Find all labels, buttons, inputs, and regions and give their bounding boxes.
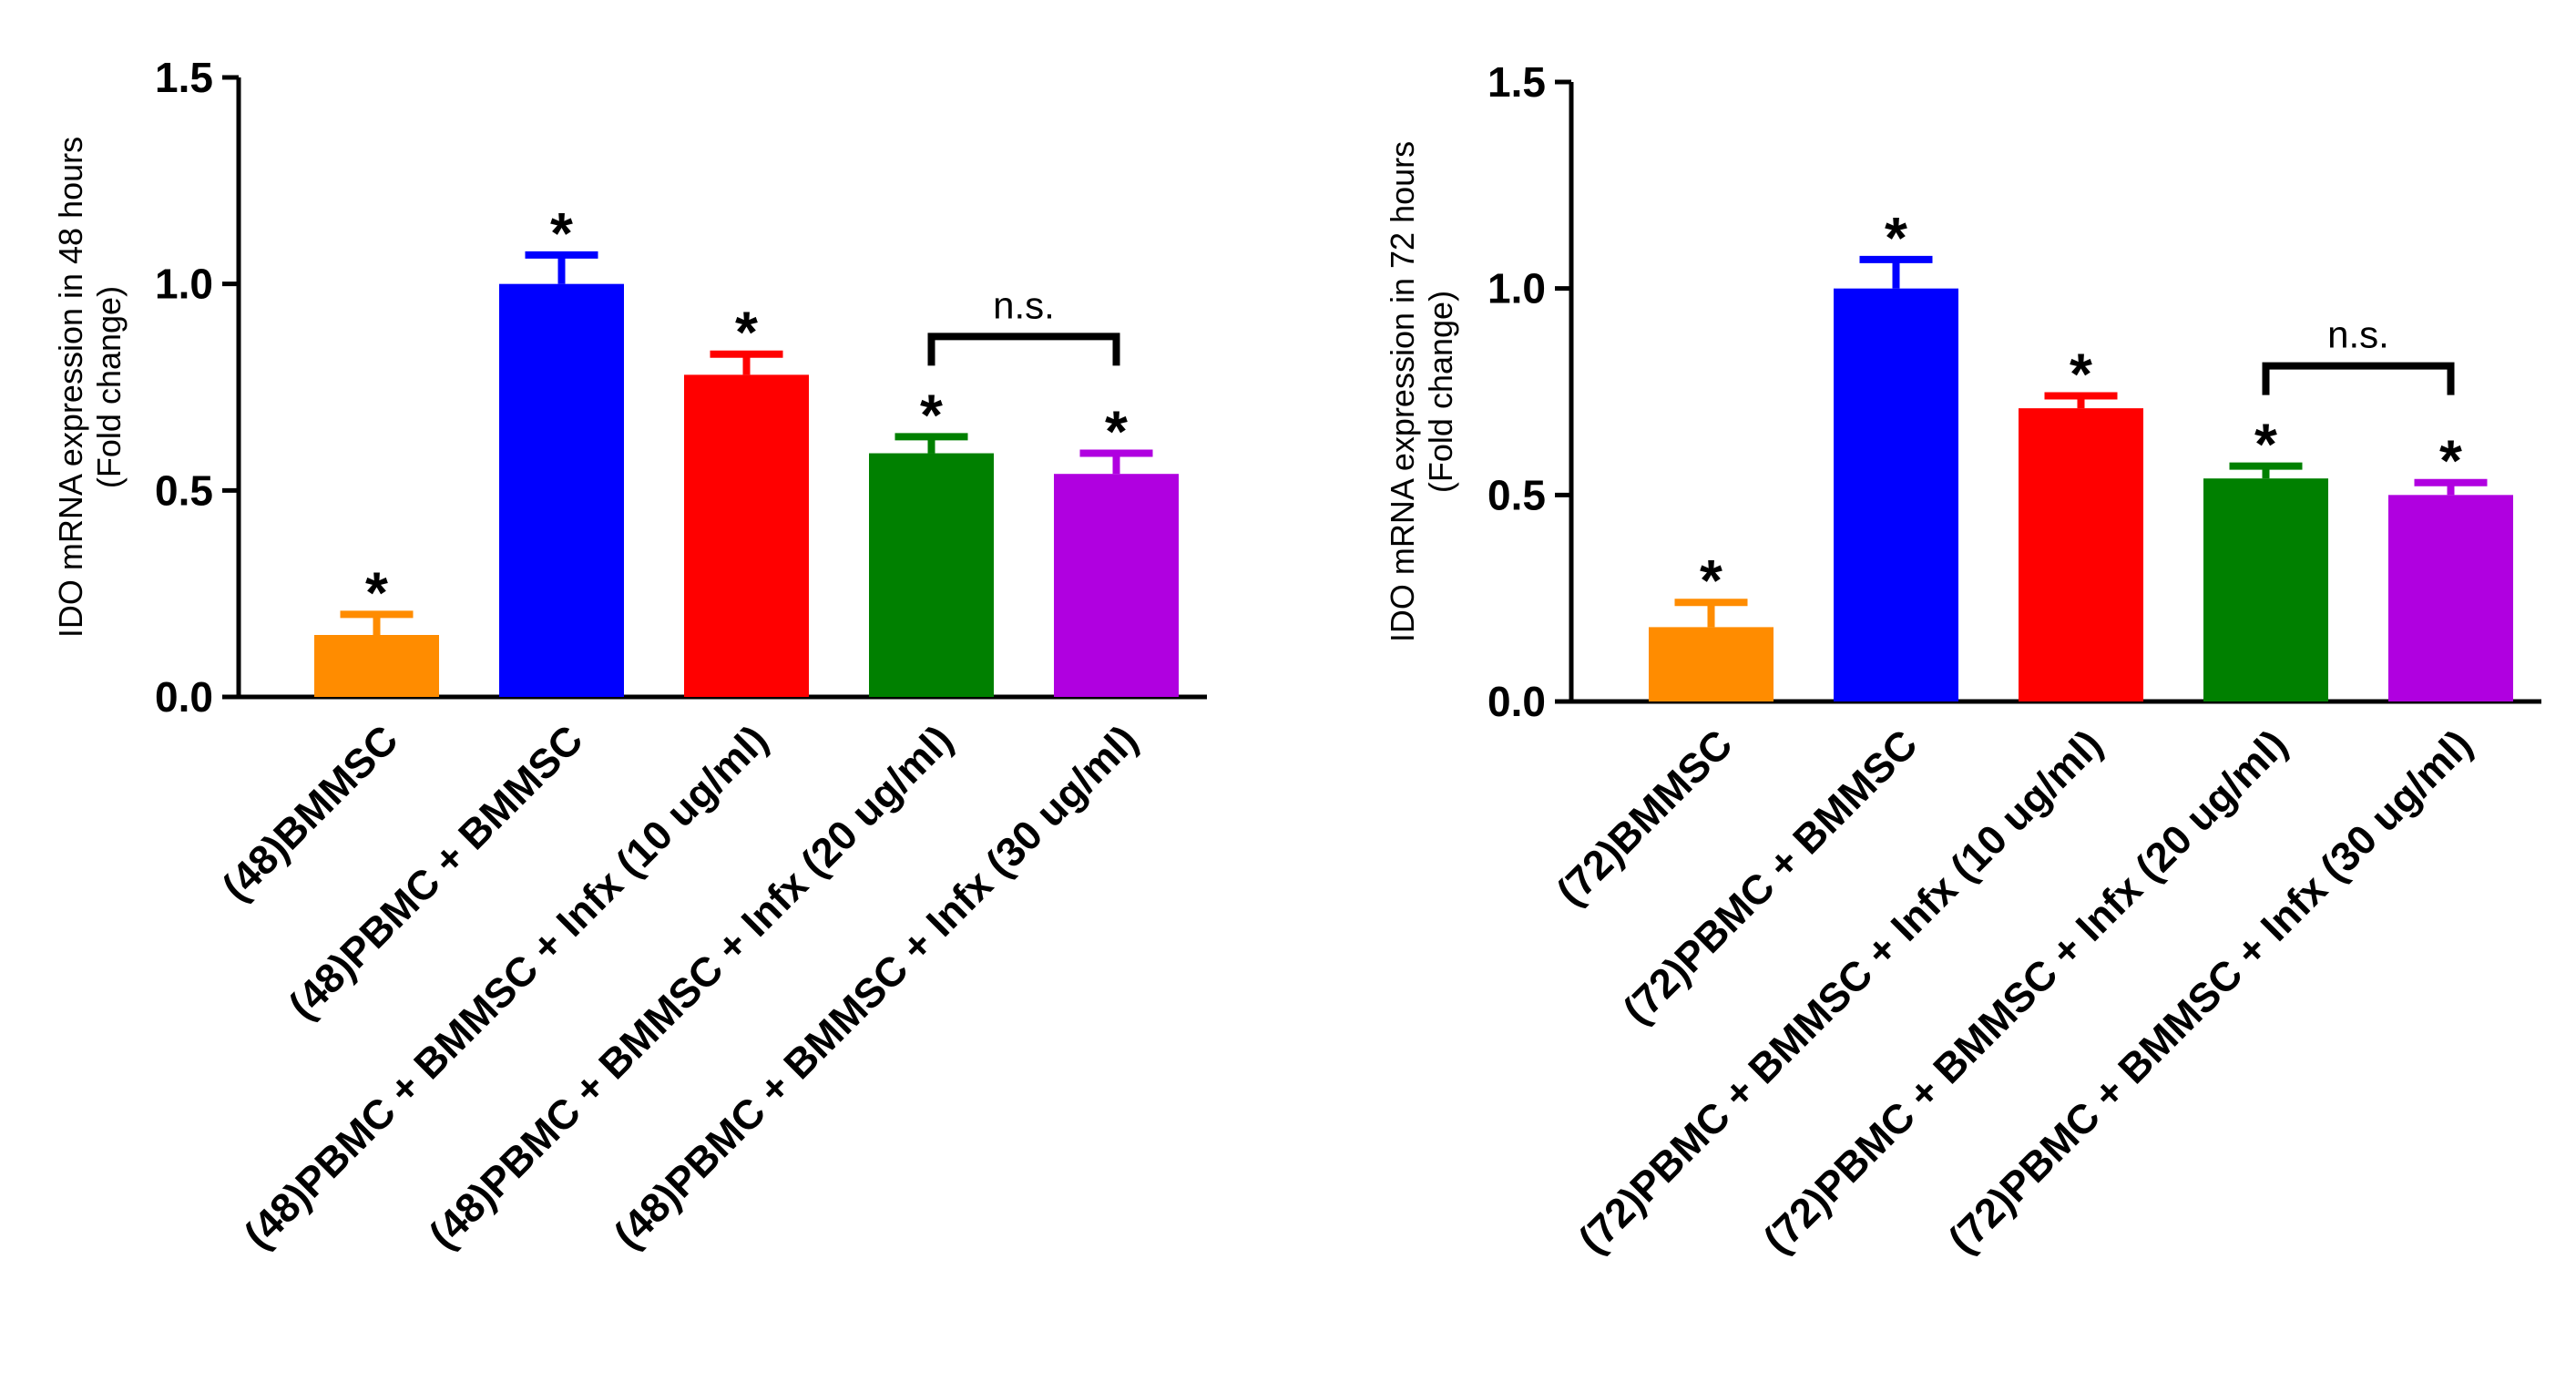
significance-star: *	[1885, 205, 1907, 271]
bracket-label: n.s.	[993, 283, 1055, 326]
chart-48-hours: IDO mRNA expression in 48 hours(Fold cha…	[52, 54, 1207, 1258]
chart-72-hours: IDO mRNA expression in 72 hours(Fold cha…	[1384, 58, 2541, 1263]
bar	[1054, 474, 1179, 697]
y-tick-label: 0.0	[1487, 678, 1546, 725]
category-label: (48)BMMSC	[213, 716, 407, 910]
y-axis-title-line1: IDO mRNA expression in 48 hours	[52, 137, 89, 638]
bar	[499, 283, 624, 697]
y-axis-title-line2: (Fold change)	[90, 286, 128, 488]
bar	[1834, 288, 1958, 701]
bar	[2019, 408, 2143, 701]
significance-star: *	[2439, 428, 2462, 494]
significance-star: *	[365, 559, 388, 625]
significance-star: *	[1700, 548, 1722, 613]
y-axis-title: IDO mRNA expression in 48 hours(Fold cha…	[52, 137, 128, 638]
significance-star: *	[550, 200, 573, 266]
y-axis-title-line1: IDO mRNA expression in 72 hours	[1384, 141, 1421, 642]
bar	[1649, 627, 1774, 701]
bar	[869, 453, 994, 697]
category-label: (72)BMMSC	[1548, 721, 1742, 915]
y-tick-label: 1.5	[155, 54, 213, 101]
bar	[2203, 478, 2328, 701]
y-axis-title: IDO mRNA expression in 72 hours(Fold cha…	[1384, 141, 1459, 642]
y-tick-label: 1.0	[155, 261, 213, 308]
y-tick-label: 1.5	[1487, 58, 1546, 106]
y-tick-label: 1.0	[1487, 265, 1546, 312]
y-tick-label: 0.5	[155, 466, 213, 514]
significance-star: *	[1105, 399, 1128, 465]
significance-star: *	[2070, 342, 2092, 407]
bar	[314, 635, 439, 697]
significance-bracket	[927, 333, 1120, 366]
significance-star: *	[2254, 412, 2277, 477]
y-tick-label: 0.0	[155, 673, 213, 721]
bar	[684, 374, 809, 697]
y-axis-title-line2: (Fold change)	[1422, 291, 1459, 493]
bar	[2388, 495, 2513, 701]
y-tick-label: 0.5	[1487, 471, 1546, 518]
bracket-label: n.s.	[2327, 313, 2389, 356]
significance-bracket	[2262, 362, 2455, 395]
significance-star: *	[735, 300, 758, 365]
significance-star: *	[920, 382, 943, 447]
